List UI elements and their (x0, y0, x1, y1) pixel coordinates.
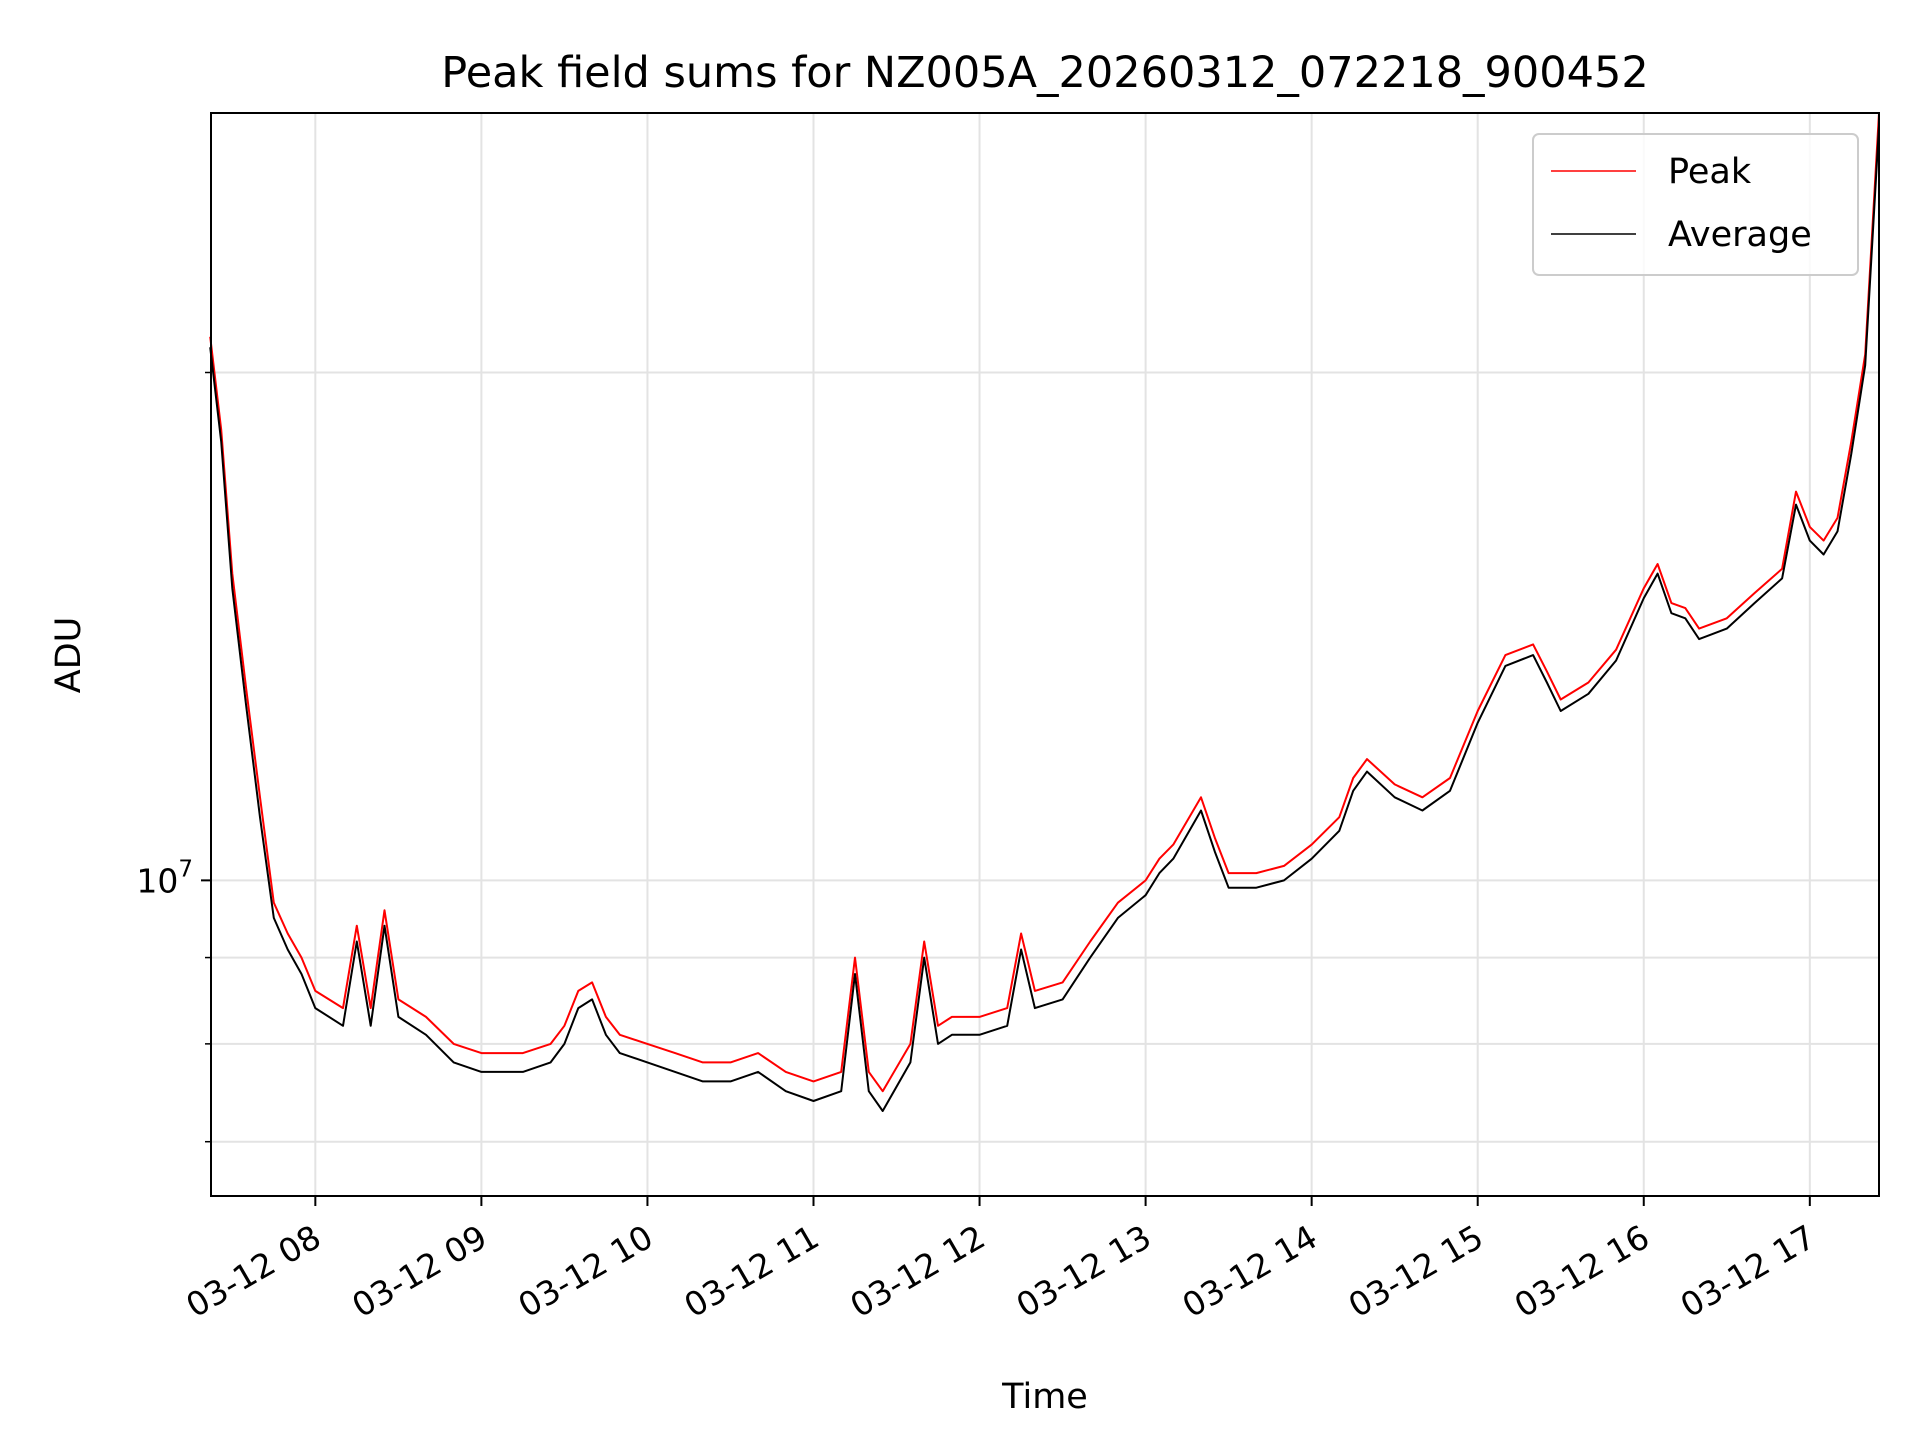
grid-layer (211, 113, 1879, 1196)
y-tick-layer: 107 (136, 371, 211, 1143)
legend: Peak Average (1532, 133, 1859, 276)
y-tick-label: 107 (136, 856, 193, 900)
y-tick-label-exponent: 7 (178, 856, 193, 882)
chart-title: Peak field sums for NZ005A_20260312_0722… (441, 48, 1648, 98)
series-line-average (209, 125, 1880, 1112)
plot-frame (210, 112, 1880, 1197)
y-axis-label: ADU (49, 617, 89, 694)
series-line-peak (209, 112, 1880, 1093)
legend-label-peak: Peak (1668, 152, 1752, 192)
y-tick-label-base: 10 (136, 861, 178, 900)
series-layer (209, 112, 1880, 1112)
legend-label-average: Average (1668, 215, 1812, 255)
x-axis-label: Time (1001, 1377, 1088, 1417)
legend-box (1532, 133, 1859, 276)
